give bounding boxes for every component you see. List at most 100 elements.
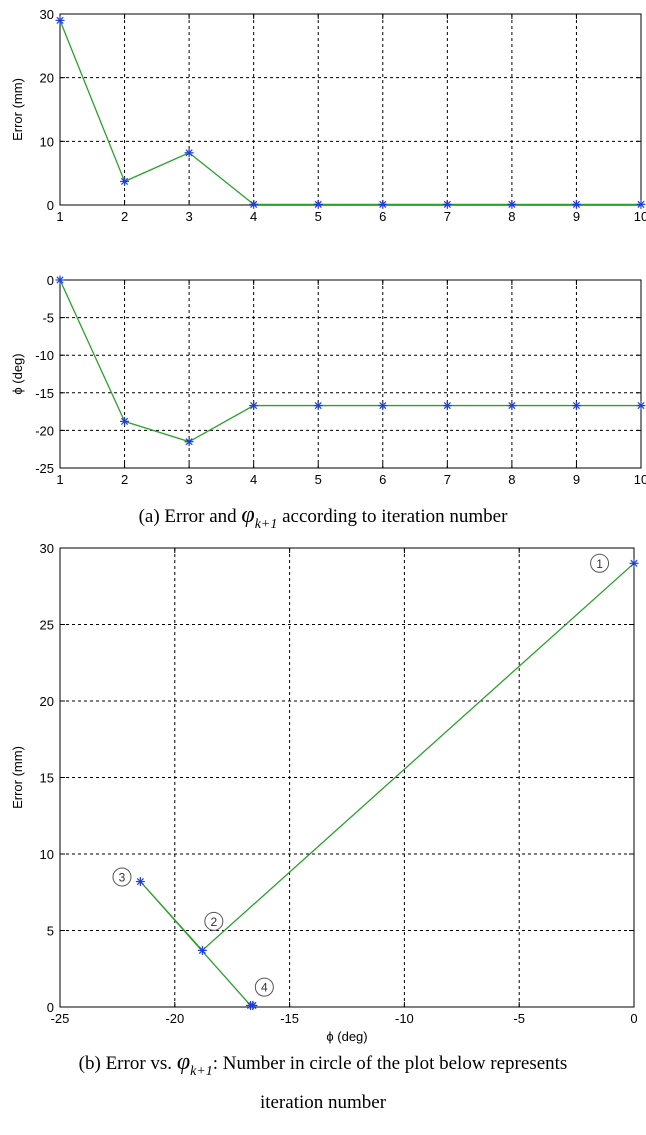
x-tick-label: 10	[634, 472, 646, 487]
x-tick-label: 8	[508, 209, 515, 224]
x-tick-label: -20	[165, 1011, 184, 1026]
data-point	[55, 275, 65, 285]
data-point	[55, 15, 65, 25]
data-point	[135, 877, 145, 887]
data-point	[184, 437, 194, 447]
axes-box	[59, 279, 642, 469]
data-point-stroke	[136, 877, 144, 886]
y-axis-label: Error (mm)	[10, 746, 25, 809]
data-point	[120, 176, 130, 186]
iteration-annotation: 1	[590, 553, 610, 573]
annotation-label: 2	[210, 915, 217, 929]
data-point	[378, 199, 388, 209]
annotation-circle	[254, 977, 274, 997]
x-tick-label: 10	[634, 209, 646, 224]
data-point-stroke	[314, 402, 322, 410]
y-tick-label: 5	[47, 924, 54, 939]
data-point	[442, 199, 452, 209]
caption-b-subscript: k+1	[190, 1064, 213, 1079]
series-line	[139, 562, 635, 1007]
data-point-stroke	[185, 438, 193, 446]
y-tick-label: 0	[47, 198, 54, 213]
annotation-circle	[112, 867, 132, 887]
data-point-stroke	[314, 200, 322, 208]
data-point-stroke	[630, 559, 638, 567]
series-line	[59, 20, 641, 206]
data-point	[442, 401, 452, 411]
caption-b: (b) Error vs. φk+1: Number in circle of …	[0, 1049, 646, 1080]
iteration-annotation: 3	[112, 867, 132, 887]
y-tick-label: 0	[47, 1000, 54, 1015]
y-tick-label: -15	[35, 386, 54, 401]
data-point-stroke	[185, 149, 193, 157]
annotation-label: 1	[596, 557, 603, 571]
caption-a-prefix: (a) Error and	[138, 506, 237, 527]
data-point	[629, 558, 639, 568]
data-point-stroke	[443, 402, 451, 410]
data-point	[636, 401, 646, 411]
data-point	[249, 199, 259, 209]
x-tick-label: 0	[630, 1011, 637, 1026]
y-tick-label: 30	[40, 541, 54, 556]
caption-b-symbol: φ	[176, 1049, 191, 1075]
data-point	[313, 401, 323, 411]
y-tick-label: 20	[40, 694, 54, 709]
x-tick-label: 2	[121, 209, 128, 224]
data-point-stroke	[443, 200, 451, 208]
y-axis-label: ϕ (deg)	[10, 353, 25, 394]
data-point-stroke	[379, 200, 387, 208]
y-tick-label: 0	[47, 273, 54, 288]
data-point-stroke	[250, 402, 258, 410]
x-tick-label: 9	[573, 209, 580, 224]
annotation-label: 4	[261, 981, 268, 995]
chart-1: 1 2 3 4 5 6 7 8 9 10 0 10 20 30 Error (mm)	[10, 7, 646, 224]
chart-2: 1 2 3 4 5 6 7 8 9 10 0 -5 -10 -15 -20 -25 ϕ (deg)	[10, 273, 646, 487]
data-point	[507, 199, 517, 209]
y-tick-label: 10	[40, 847, 54, 862]
x-tick-label: -15	[280, 1011, 299, 1026]
caption-b-line2: iteration number	[259, 1092, 387, 1113]
caption-a: (a) Error and φk+1 according to iteratio…	[0, 502, 646, 533]
x-tick-label: -25	[51, 1011, 70, 1026]
x-tick-label: 6	[379, 209, 386, 224]
x-tick-label: 7	[444, 472, 451, 487]
annotation-circle	[204, 911, 224, 931]
x-tick-label: 5	[315, 472, 322, 487]
data-point	[248, 1000, 258, 1010]
data-point-stroke	[56, 16, 64, 24]
y-axis-label: Error (mm)	[10, 78, 25, 141]
data-point	[571, 401, 581, 411]
data-point-stroke	[379, 402, 387, 410]
x-tick-label: 9	[573, 472, 580, 487]
data-point-stroke	[637, 402, 645, 410]
data-point	[197, 945, 207, 955]
data-point	[636, 199, 646, 209]
x-tick-label: 7	[444, 209, 451, 224]
x-tick-label: 3	[185, 209, 192, 224]
y-tick-label: 30	[40, 7, 54, 22]
data-point	[120, 416, 130, 426]
data-point-stroke	[56, 276, 64, 284]
x-tick-label: 1	[56, 472, 63, 487]
data-point-stroke	[508, 402, 516, 410]
data-point-stroke	[120, 417, 129, 425]
x-tick-label: -10	[395, 1011, 414, 1026]
x-tick-label: -5	[513, 1011, 525, 1026]
chart-3: -25 -20 -15 -10 -5 0 0 5 10 15 20 25 30 Error (mm) ϕ (…	[10, 541, 639, 1044]
data-point-stroke	[572, 200, 581, 208]
x-tick-label: 5	[315, 209, 322, 224]
caption-a-subscript: k+1	[254, 517, 278, 532]
annotation-circle	[590, 553, 610, 573]
series-line	[59, 279, 641, 443]
data-point	[378, 401, 388, 411]
x-tick-label: 4	[250, 472, 257, 487]
x-tick-label: 1	[56, 209, 63, 224]
caption-b-suffix: : Number in circle of the plot below rep…	[212, 1053, 568, 1074]
y-tick-label: -20	[35, 423, 54, 438]
y-tick-label: -25	[35, 461, 54, 476]
data-point-stroke	[508, 200, 516, 208]
y-tick-label: 15	[40, 771, 54, 786]
data-point	[249, 401, 259, 411]
axes-box	[59, 13, 642, 206]
x-tick-label: 4	[250, 209, 257, 224]
